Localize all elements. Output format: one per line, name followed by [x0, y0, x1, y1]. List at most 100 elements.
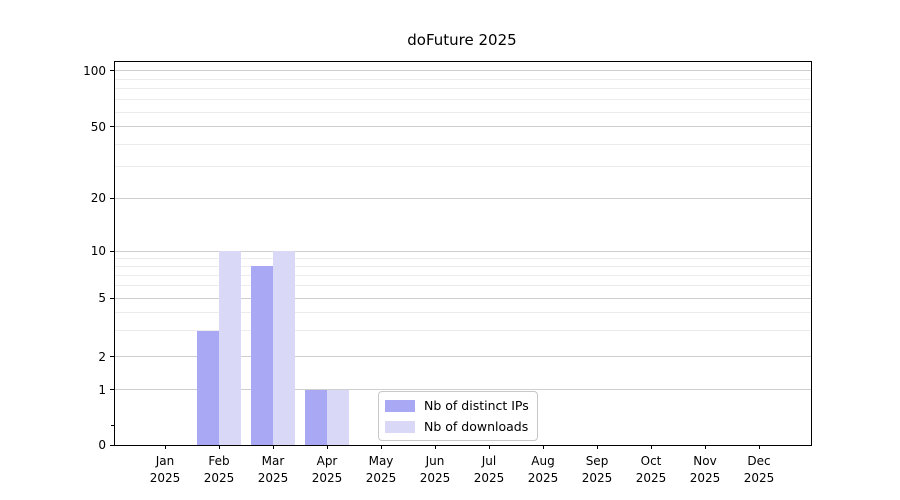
minor-gridline: [115, 274, 811, 276]
legend: Nb of distinct IPs Nb of downloads: [378, 391, 538, 441]
y-tick-mark: [110, 197, 114, 199]
bar-distinct-ips: [197, 330, 219, 445]
bar-distinct-ips: [251, 266, 273, 445]
x-tick-label-year: 2025: [311, 471, 343, 485]
x-tick-label-year: 2025: [689, 471, 721, 485]
x-tick-label: Jan 2025: [135, 453, 195, 487]
legend-label: Nb of downloads: [424, 419, 529, 434]
x-tick-label-year: 2025: [581, 471, 613, 485]
axis-ticks-layer: 0 1 2 5 10 20 50 100 Jan 2025 Feb 2025 Mar 2025 Apr 202…: [83, 62, 811, 486]
bar-downloads: [327, 389, 349, 445]
x-tick-mark: [380, 445, 382, 449]
x-tick-mark: [434, 445, 436, 449]
x-tick-label-year: 2025: [473, 471, 505, 485]
x-tick-label-month: Sep: [585, 454, 609, 468]
minor-gridline: [115, 166, 811, 168]
minor-gridline: [115, 257, 811, 259]
y-tick-mark: [110, 389, 114, 391]
x-tick-label-year: 2025: [203, 471, 235, 485]
legend-swatch: [385, 420, 415, 433]
y-tick-label: 100: [83, 63, 106, 78]
x-tick-label: Sep 2025: [567, 453, 627, 487]
minor-gridline: [115, 99, 811, 101]
x-tick-label-month: Mar: [261, 454, 285, 468]
x-tick-mark: [272, 445, 274, 449]
x-tick-label-month: Feb: [208, 454, 230, 468]
chart-title: doFuture 2025: [407, 31, 517, 49]
x-tick-label: Oct 2025: [621, 453, 681, 487]
legend-label: Nb of distinct IPs: [424, 398, 529, 413]
major-gridline: [115, 356, 811, 358]
y-tick-mark: [110, 444, 114, 446]
y-tick-mark: [110, 70, 114, 72]
major-gridline: [115, 126, 811, 128]
major-gridline: [115, 389, 811, 391]
x-tick-label-month: Aug: [531, 454, 555, 468]
minor-gridline: [115, 78, 811, 80]
x-tick-label: Jul 2025: [459, 453, 519, 487]
plot-area: 0 1 2 5 10 20 50 100 Jan 2025 Feb 2025 Mar 2025 Apr 202…: [83, 61, 812, 486]
minor-gridline: [115, 311, 811, 313]
x-tick-label-month: Apr: [316, 454, 338, 468]
y-tick-mark: [110, 356, 114, 358]
x-tick-label-month: Nov: [693, 454, 717, 468]
x-tick-label-year: 2025: [635, 471, 667, 485]
major-gridline: [115, 250, 811, 252]
minor-gridline: [115, 285, 811, 287]
x-tick-label-year: 2025: [149, 471, 181, 485]
legend-row: Nb of distinct IPs: [385, 398, 529, 413]
y-minor-tick-mark: [111, 425, 114, 427]
y-tick-label: 10: [90, 244, 106, 259]
x-tick-label-year: 2025: [527, 471, 559, 485]
x-tick-mark: [218, 445, 220, 449]
x-tick-label-month: May: [368, 454, 394, 468]
x-tick-mark: [704, 445, 706, 449]
minor-gridline: [115, 265, 811, 267]
minor-gridline: [115, 111, 811, 113]
legend-row: Nb of downloads: [385, 419, 529, 434]
x-tick-label-month: Jul: [481, 454, 497, 468]
x-tick-label-month: Dec: [747, 454, 771, 468]
x-tick-label: Dec 2025: [729, 453, 789, 487]
y-tick-label: 50: [90, 119, 106, 134]
x-tick-mark: [596, 445, 598, 449]
bar-downloads: [219, 251, 241, 445]
x-tick-label-year: 2025: [365, 471, 397, 485]
y-tick-mark: [110, 126, 114, 128]
y-tick-mark: [110, 250, 114, 252]
x-tick-mark: [650, 445, 652, 449]
x-tick-label: May 2025: [351, 453, 411, 487]
bar-downloads: [273, 251, 295, 445]
major-gridline: [115, 197, 811, 199]
x-tick-label-month: Oct: [640, 454, 662, 468]
y-tick-label: 1: [98, 382, 106, 397]
y-tick-label: 0: [98, 438, 106, 452]
x-tick-label: Nov 2025: [675, 453, 735, 487]
y-tick-label: 20: [90, 191, 106, 206]
y-tick-label: 2: [98, 349, 106, 364]
major-gridline: [115, 297, 811, 299]
y-tick-label: 5: [98, 291, 106, 306]
major-gridline: [115, 70, 811, 72]
x-tick-label: Mar 2025: [243, 453, 303, 487]
x-tick-label: Jun 2025: [405, 453, 465, 487]
x-tick-label-month: Jun: [425, 454, 445, 468]
x-tick-mark: [326, 445, 328, 449]
legend-swatch: [385, 399, 415, 412]
bars-layer: [115, 62, 811, 445]
x-tick-label: Aug 2025: [513, 453, 573, 487]
x-tick-label-month: Jan: [155, 454, 175, 468]
bar-distinct-ips: [305, 389, 327, 445]
x-tick-mark: [758, 445, 760, 449]
x-tick-label-year: 2025: [257, 471, 289, 485]
x-tick-mark: [164, 445, 166, 449]
x-tick-label-year: 2025: [743, 471, 775, 485]
gridlines-layer: [115, 62, 811, 445]
x-tick-label: Apr 2025: [297, 453, 357, 487]
x-tick-mark: [542, 445, 544, 449]
minor-gridline: [115, 88, 811, 90]
x-tick-mark: [488, 445, 490, 449]
minor-gridline: [115, 143, 811, 145]
x-tick-label: Feb 2025: [189, 453, 249, 487]
